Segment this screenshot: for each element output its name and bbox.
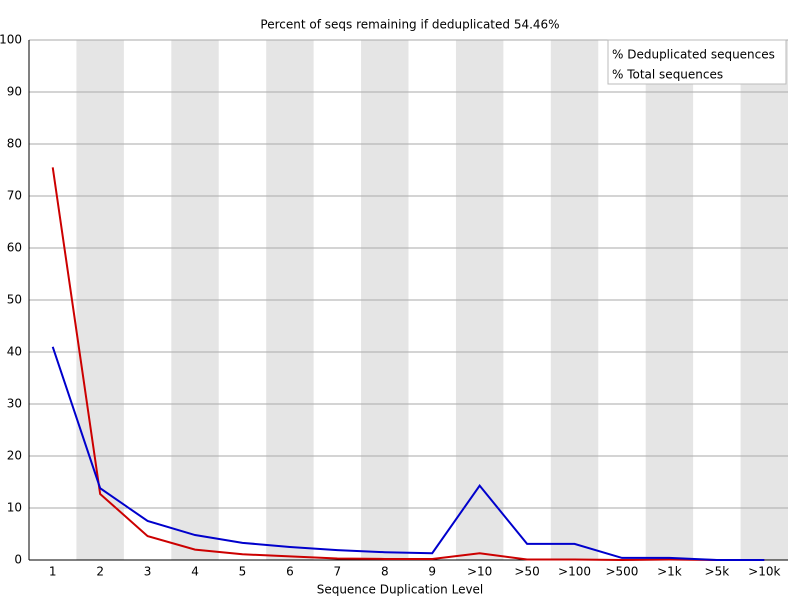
- y-tick-label: 80: [7, 137, 22, 151]
- x-tick-label: >5k: [705, 565, 730, 579]
- x-tick-label: >10: [467, 565, 492, 579]
- series-line: [51, 346, 765, 561]
- x-tick-label: 5: [239, 565, 247, 579]
- chart-title: Percent of seqs remaining if deduplicate…: [260, 18, 559, 32]
- x-tick-label: >100: [558, 565, 591, 579]
- series-line: [51, 167, 765, 562]
- y-tick-label: 100: [0, 33, 22, 47]
- x-tick-label: 4: [191, 565, 199, 579]
- x-tick-label: 7: [334, 565, 342, 579]
- x-tick-label: >50: [514, 565, 539, 579]
- x-tick-label: 1: [49, 565, 57, 579]
- legend-entry: % Total sequences: [612, 68, 723, 82]
- x-tick-label: 3: [144, 565, 152, 579]
- x-axis-label: Sequence Duplication Level: [317, 583, 484, 597]
- y-tick-label: 50: [7, 293, 22, 307]
- y-tick-label: 40: [7, 345, 22, 359]
- x-tick-label: 8: [381, 565, 389, 579]
- legend-box: [607, 39, 787, 85]
- x-tick-label: >500: [605, 565, 638, 579]
- y-tick-label: 30: [7, 397, 22, 411]
- legend-entry: % Deduplicated sequences: [612, 48, 775, 62]
- y-tick-label: 90: [7, 85, 22, 99]
- x-tick-label: 6: [286, 565, 294, 579]
- x-tick-label: >1k: [657, 565, 682, 579]
- x-tick-label: 9: [428, 565, 436, 579]
- x-tick-label: 2: [96, 565, 104, 579]
- y-tick-label: 10: [7, 501, 22, 515]
- y-tick-label: 70: [7, 189, 22, 203]
- y-tick-label: 0: [14, 553, 22, 567]
- y-tick-label: 60: [7, 241, 22, 255]
- x-tick-label: >10k: [748, 565, 780, 579]
- y-tick-label: 20: [7, 449, 22, 463]
